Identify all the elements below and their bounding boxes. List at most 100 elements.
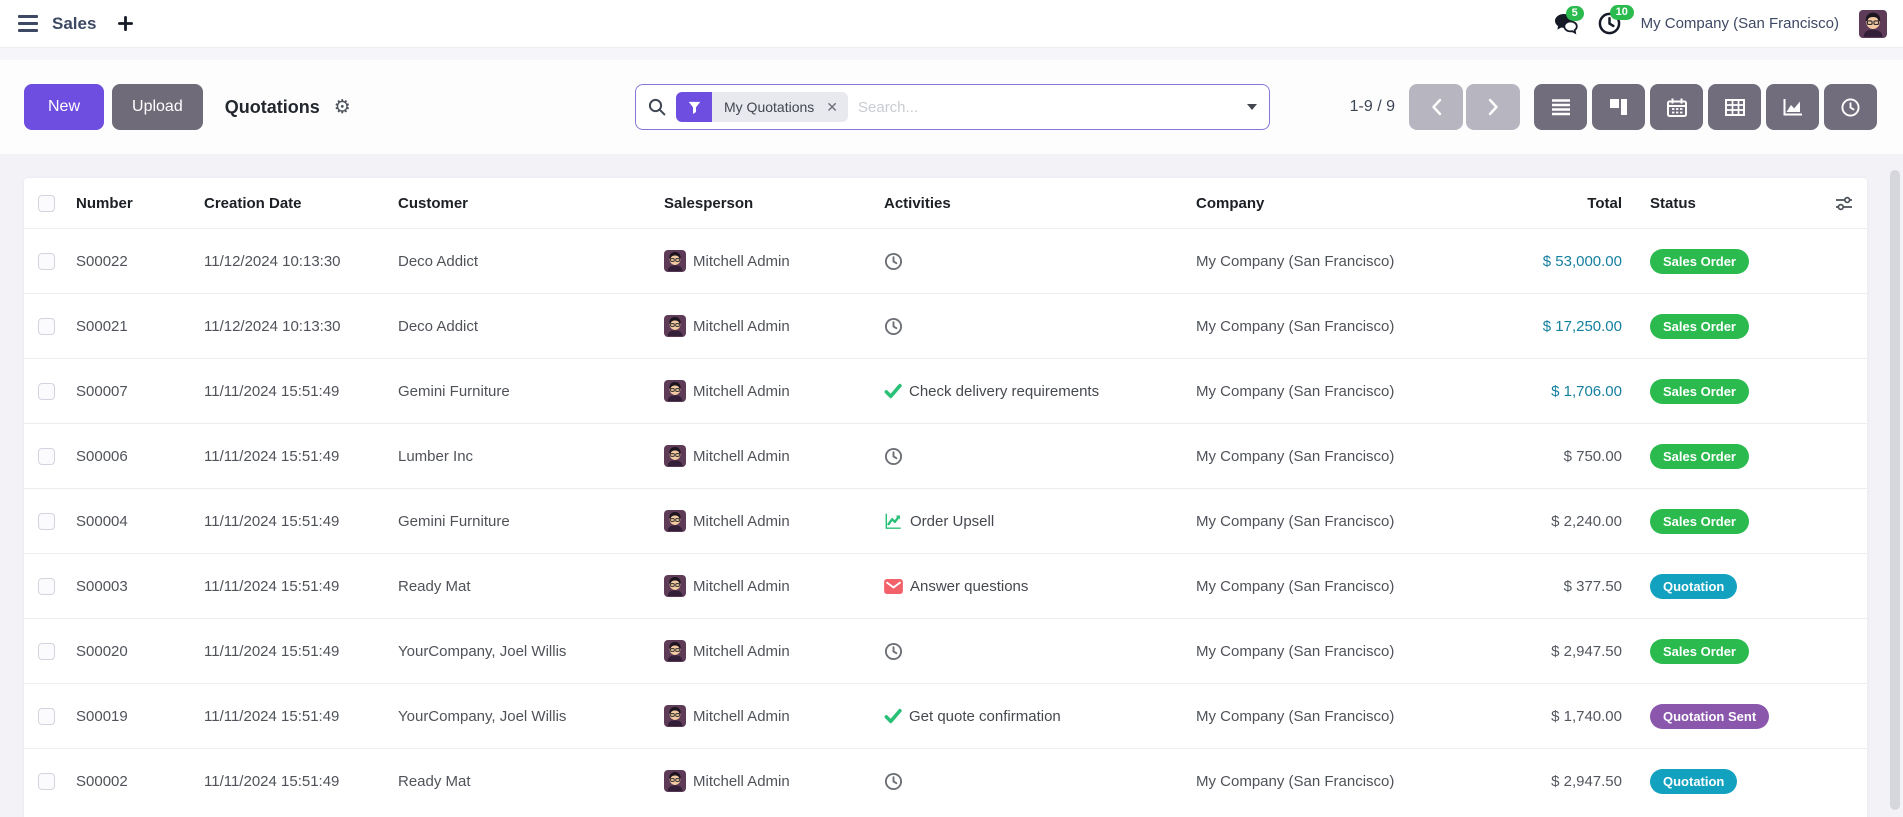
column-header-creation-date[interactable]: Creation Date <box>204 194 302 212</box>
company-switcher[interactable]: My Company (San Francisco) <box>1640 15 1839 32</box>
gear-icon[interactable]: ⚙ <box>333 96 351 118</box>
vertical-scrollbar[interactable] <box>1890 170 1900 810</box>
column-header-number[interactable]: Number <box>76 194 133 212</box>
salesperson-avatar <box>664 445 686 467</box>
status-badge: Sales Order <box>1650 443 1749 469</box>
activity-cell[interactable]: Check delivery requirements <box>884 383 1196 400</box>
table-row[interactable]: S00002 11/11/2024 15:51:49 Ready Mat Mit… <box>24 748 1867 813</box>
upload-button[interactable]: Upload <box>112 84 203 130</box>
pager-next-button[interactable] <box>1466 84 1520 130</box>
clock-icon[interactable] <box>884 447 903 466</box>
row-salesperson-name: Mitchell Admin <box>693 382 790 400</box>
row-checkbox[interactable] <box>38 707 55 725</box>
activity-view-icon[interactable] <box>1824 84 1877 130</box>
clock-icon[interactable] <box>884 642 903 661</box>
graph-view-icon[interactable] <box>1766 84 1819 130</box>
hamburger-menu-icon[interactable] <box>16 13 40 34</box>
chart-icon[interactable] <box>884 512 903 530</box>
salesperson-avatar <box>664 250 686 272</box>
activity-cell[interactable]: Get quote confirmation <box>884 708 1196 725</box>
activity-cell[interactable]: Answer questions <box>884 578 1196 595</box>
messages-badge: 5 <box>1565 5 1584 21</box>
row-number: S00022 <box>76 252 128 270</box>
row-total: $ 377.50 <box>1563 577 1622 595</box>
column-header-salesperson[interactable]: Salesperson <box>664 194 754 212</box>
table-row[interactable]: S00004 11/11/2024 15:51:49 Gemini Furnit… <box>24 488 1867 553</box>
table-row[interactable]: S00022 11/12/2024 10:13:30 Deco Addict M… <box>24 228 1867 293</box>
user-avatar[interactable] <box>1859 9 1887 38</box>
row-number: S00019 <box>76 707 128 725</box>
row-checkbox[interactable] <box>38 382 55 400</box>
column-header-customer[interactable]: Customer <box>398 194 469 212</box>
row-creation-date: 11/11/2024 15:51:49 <box>204 642 340 660</box>
activity-cell[interactable] <box>884 447 1196 466</box>
pager-prev-button[interactable] <box>1409 84 1463 130</box>
remove-filter-icon[interactable]: ✕ <box>826 98 838 115</box>
calendar-view-icon[interactable] <box>1650 84 1703 130</box>
check-icon[interactable] <box>884 383 902 399</box>
clock-icon[interactable] <box>884 317 903 336</box>
check-icon[interactable] <box>884 708 902 724</box>
row-checkbox[interactable] <box>38 317 55 335</box>
table-row[interactable]: S00021 11/12/2024 10:13:30 Deco Addict M… <box>24 293 1867 358</box>
status-badge: Quotation <box>1650 573 1738 599</box>
row-company: My Company (San Francisco) <box>1196 447 1395 465</box>
table-row[interactable]: S00019 11/11/2024 15:51:49 YourCompany, … <box>24 683 1867 748</box>
row-checkbox[interactable] <box>38 447 55 465</box>
column-header-company[interactable]: Company <box>1196 194 1265 212</box>
salesperson-avatar <box>664 705 686 727</box>
column-header-total[interactable]: Total <box>1587 194 1622 212</box>
salesperson-avatar <box>664 510 686 532</box>
kanban-view-icon[interactable] <box>1592 84 1645 130</box>
column-header-status[interactable]: Status <box>1650 194 1696 212</box>
row-checkbox[interactable] <box>38 252 55 270</box>
row-checkbox[interactable] <box>38 642 55 660</box>
clock-icon[interactable] <box>884 772 903 791</box>
pivot-view-icon[interactable] <box>1708 84 1761 130</box>
salesperson-avatar <box>664 575 686 597</box>
table-row[interactable]: S00006 11/11/2024 15:51:49 Lumber Inc Mi… <box>24 423 1867 488</box>
row-creation-date: 11/11/2024 15:51:49 <box>204 447 340 465</box>
column-header-activities[interactable]: Activities <box>884 194 951 212</box>
row-checkbox[interactable] <box>38 577 55 595</box>
row-creation-date: 11/11/2024 15:51:49 <box>204 707 340 725</box>
optional-columns-sliders-icon[interactable] <box>1835 196 1853 211</box>
activity-cell[interactable] <box>884 252 1196 271</box>
row-company: My Company (San Francisco) <box>1196 642 1395 660</box>
filter-facet[interactable]: My Quotations ✕ <box>676 92 848 122</box>
row-customer: YourCompany, Joel Willis <box>398 707 567 725</box>
new-button[interactable]: New <box>24 84 105 130</box>
activity-label: Get quote confirmation <box>909 707 1061 725</box>
search-icon <box>648 98 666 116</box>
search-input[interactable] <box>858 98 1239 116</box>
row-company: My Company (San Francisco) <box>1196 317 1395 335</box>
activity-cell[interactable] <box>884 772 1196 791</box>
activities-clock-icon[interactable]: 10 <box>1598 5 1634 35</box>
app-name[interactable]: Sales <box>52 13 97 33</box>
row-salesperson-name: Mitchell Admin <box>693 447 790 465</box>
table-row[interactable]: S00003 11/11/2024 15:51:49 Ready Mat Mit… <box>24 553 1867 618</box>
row-total: $ 53,000.00 <box>1542 252 1622 270</box>
table-row[interactable]: S00007 11/11/2024 15:51:49 Gemini Furnit… <box>24 358 1867 423</box>
select-all-checkbox[interactable] <box>38 194 55 212</box>
activity-cell[interactable]: Order Upsell <box>884 512 1196 530</box>
view-switcher <box>1534 84 1877 130</box>
search-bar[interactable]: My Quotations ✕ <box>635 84 1270 130</box>
envelope-icon[interactable] <box>884 578 903 594</box>
row-total: $ 17,250.00 <box>1542 317 1622 335</box>
table-body: S00022 11/12/2024 10:13:30 Deco Addict M… <box>24 228 1867 813</box>
activity-cell[interactable] <box>884 317 1196 336</box>
clock-icon[interactable] <box>884 252 903 271</box>
row-company: My Company (San Francisco) <box>1196 252 1395 270</box>
messages-icon[interactable]: 5 <box>1554 5 1584 35</box>
page-body: Number Creation Date Customer Salesperso… <box>0 154 1903 817</box>
activity-cell[interactable] <box>884 642 1196 661</box>
row-checkbox[interactable] <box>38 772 55 790</box>
row-company: My Company (San Francisco) <box>1196 707 1395 725</box>
row-total: $ 750.00 <box>1563 447 1622 465</box>
row-checkbox[interactable] <box>38 512 55 530</box>
search-caret-down-icon[interactable] <box>1247 104 1257 110</box>
plus-icon[interactable] <box>118 16 134 31</box>
table-row[interactable]: S00020 11/11/2024 15:51:49 YourCompany, … <box>24 618 1867 683</box>
list-view-icon[interactable] <box>1534 84 1587 130</box>
